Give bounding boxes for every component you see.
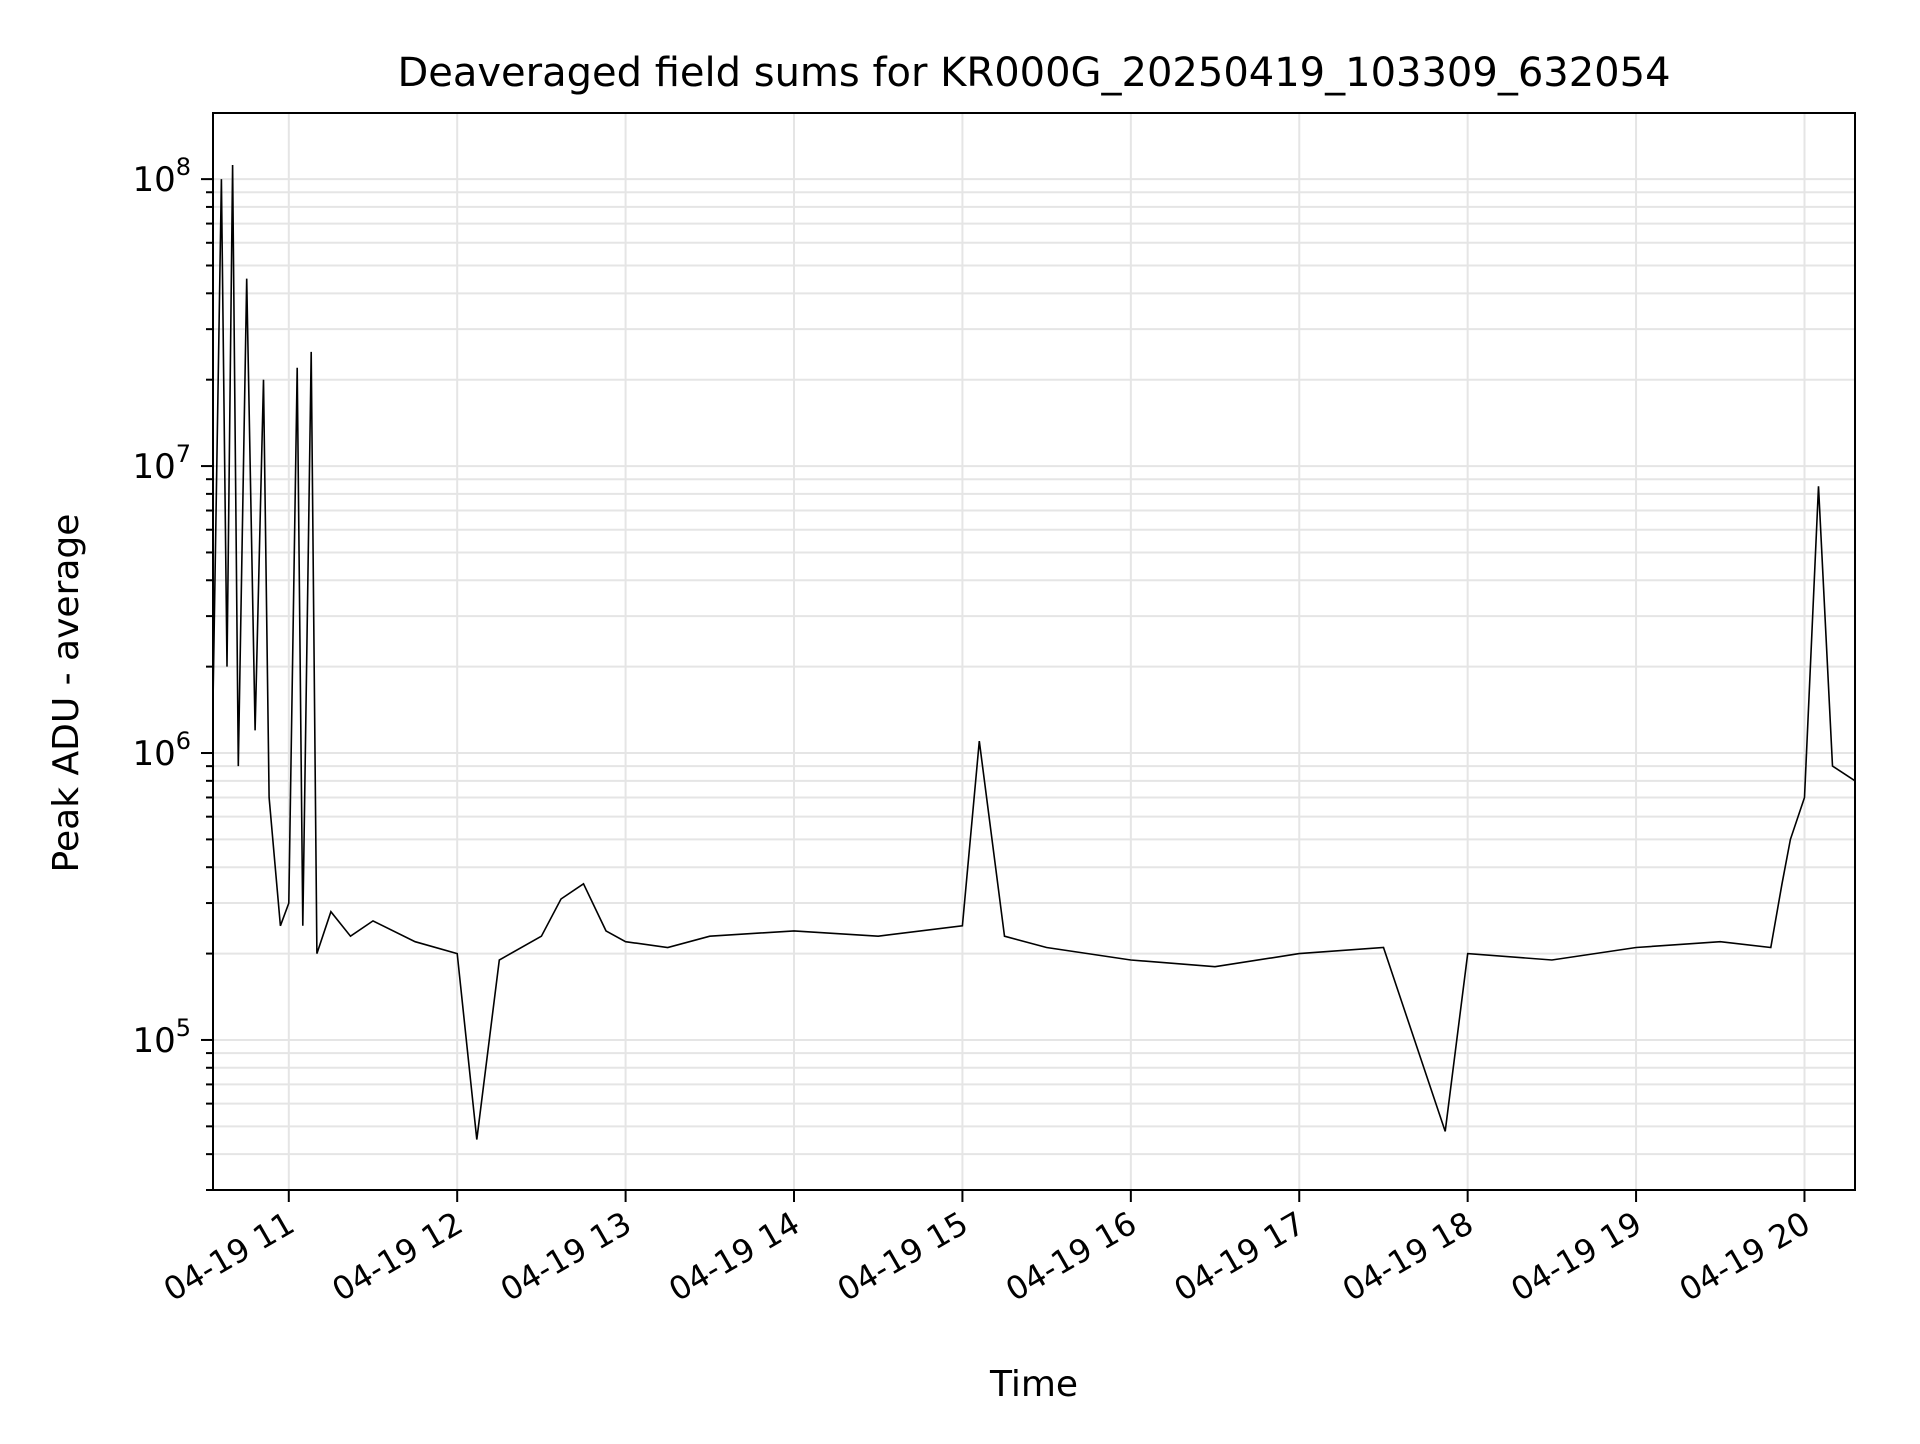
- chart-title: Deaveraged field sums for KR000G_2025041…: [397, 50, 1670, 96]
- y-tick-label: 106: [132, 727, 191, 774]
- x-axis-label: Time: [989, 1364, 1078, 1405]
- plot-frame: [212, 112, 1856, 1191]
- series-group: [212, 164, 1856, 1140]
- y-tick-label: 105: [132, 1014, 191, 1061]
- y-tick-label: 108: [132, 153, 191, 200]
- y-axis-label: Peak ADU - average: [46, 514, 87, 873]
- y-tick-label: 107: [132, 440, 191, 487]
- series-line: [212, 164, 1856, 1140]
